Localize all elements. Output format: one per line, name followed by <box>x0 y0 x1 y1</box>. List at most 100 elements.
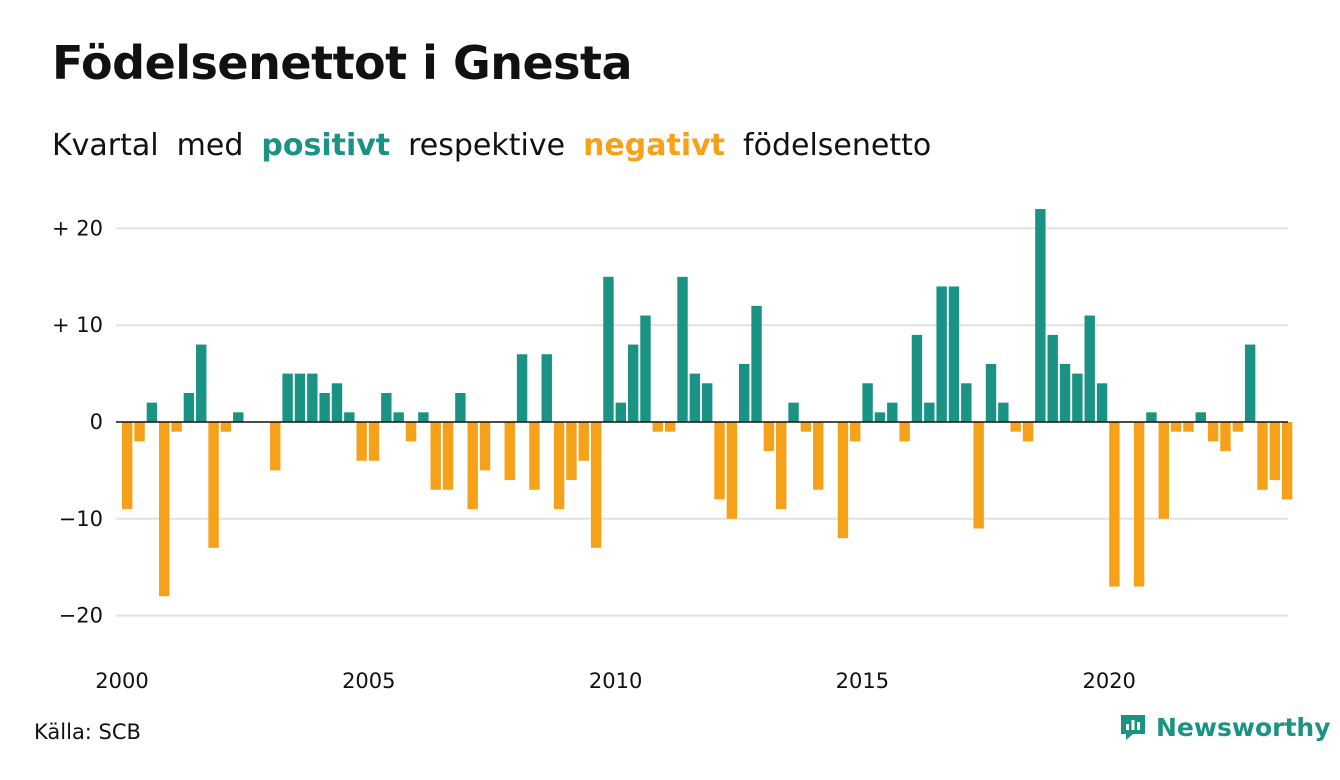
bar-2018-q2 <box>1022 422 1034 442</box>
y-tick-label: −10 <box>59 507 103 531</box>
bar-2006-q3 <box>442 422 454 490</box>
bar-2016-q3 <box>936 286 947 422</box>
bar-2013-q3 <box>788 402 799 422</box>
bar-2020-q1 <box>1109 422 1120 587</box>
bar-2021-q3 <box>1183 422 1194 432</box>
y-axis-ticks: + 20 + 10 0 −10 −20 <box>52 216 103 627</box>
bar-2010-q4 <box>652 422 664 432</box>
y-tick-label: + 10 <box>52 313 103 337</box>
bar-2015-q2 <box>874 412 886 422</box>
bar-2015-q1 <box>862 383 873 422</box>
y-tick-label: 0 <box>90 410 103 434</box>
x-tick-label: 2010 <box>589 669 642 693</box>
x-axis-ticks: 2000 2005 2010 2015 2020 <box>95 669 1136 693</box>
bar-2005-q1 <box>368 422 380 461</box>
bar-2014-q3 <box>837 422 849 539</box>
bar-2005-q2 <box>381 392 392 422</box>
chart-subtitle: Kvartal med positivt respektive negativt föde… <box>52 128 949 164</box>
chart-title: Födelsenettot i Gnesta <box>52 36 633 90</box>
y-tick-label: −20 <box>59 604 103 628</box>
bar-2011-q4 <box>701 383 713 422</box>
bar-2012-q3 <box>739 363 750 422</box>
bar-2009-q3 <box>590 422 602 548</box>
bar-2019-q3 <box>1084 315 1095 422</box>
bar-2014-q1 <box>813 422 824 490</box>
bar-2004-q4 <box>356 422 367 461</box>
source-note: Källa: SCB <box>34 720 141 744</box>
bar-2001-q2 <box>183 392 195 422</box>
bar-2001-q4 <box>208 422 219 548</box>
bar-2020-q3 <box>1133 422 1145 587</box>
bar-2022-q4 <box>1244 344 1256 422</box>
bar-2017-q4 <box>998 402 1009 422</box>
bar-2009-q1 <box>566 422 577 481</box>
subtitle-word-kvartal: Kvartal <box>52 128 159 163</box>
bar-2013-q4 <box>800 422 812 432</box>
bar-2010-q3 <box>640 315 651 422</box>
bar-2022-q3 <box>1232 422 1243 432</box>
bar-2017-q1 <box>961 383 972 422</box>
bar-2019-q2 <box>1072 373 1083 422</box>
subtitle-positive-label: positivt <box>261 128 391 163</box>
subtitle-word-respektive: respektive <box>408 128 566 163</box>
subtitle-word-fodelsenetto: födelsenetto <box>743 128 932 163</box>
bar-2011-q3 <box>689 373 701 422</box>
bar-2015-q3 <box>887 402 898 422</box>
bar-2006-q2 <box>430 422 441 490</box>
bar-2000-q4 <box>159 422 170 597</box>
bar-2017-q3 <box>985 363 997 422</box>
bar-2000-q1 <box>122 422 133 510</box>
bar-2011-q2 <box>677 276 688 422</box>
subtitle-word-med: med <box>176 128 244 163</box>
x-tick-label: 2015 <box>836 669 889 693</box>
bar-2023-q1 <box>1257 422 1268 490</box>
bar-2023-q3 <box>1281 422 1293 500</box>
bar-2019-q1 <box>1059 363 1071 422</box>
bar-2003-q1 <box>270 422 281 471</box>
bar-2010-q1 <box>615 402 626 422</box>
bar-2014-q4 <box>850 422 861 442</box>
bar-2004-q2 <box>331 383 343 422</box>
bar-2005-q3 <box>393 412 404 422</box>
bar-2018-q1 <box>1010 422 1021 432</box>
x-tick-label: 2005 <box>342 669 395 693</box>
bar-2016-q1 <box>911 334 923 422</box>
bar-2007-q1 <box>467 422 478 510</box>
bar-2003-q3 <box>294 373 306 422</box>
bar-2021-q2 <box>1170 422 1182 432</box>
bar-2021-q4 <box>1195 412 1206 422</box>
bar-2007-q4 <box>504 422 515 481</box>
bar-2000-q3 <box>146 402 158 422</box>
bar-2007-q2 <box>479 422 491 471</box>
bar-2000-q2 <box>134 422 145 442</box>
bar-2022-q1 <box>1207 422 1219 442</box>
bar-2013-q2 <box>776 422 787 510</box>
bar-2011-q1 <box>664 422 676 432</box>
bar-2008-q4 <box>553 422 565 510</box>
bar-2019-q4 <box>1096 383 1108 422</box>
newsworthy-chart-icon <box>1121 715 1145 740</box>
bar-2020-q4 <box>1146 412 1157 422</box>
bar-2012-q1 <box>714 422 725 500</box>
bar-2003-q2 <box>282 373 293 422</box>
bar-2022-q2 <box>1220 422 1231 452</box>
bar-2021-q1 <box>1158 422 1169 519</box>
bar-2004-q1 <box>319 392 330 422</box>
bar-2008-q2 <box>529 422 540 490</box>
bars <box>122 209 1293 597</box>
bar-2016-q4 <box>948 286 960 422</box>
bar-2006-q4 <box>455 392 466 422</box>
bar-2008-q1 <box>516 354 528 422</box>
bar-2018-q3 <box>1035 209 1046 422</box>
bar-2018-q4 <box>1047 334 1058 422</box>
bar-2012-q2 <box>726 422 738 519</box>
bar-2009-q2 <box>578 422 589 461</box>
bar-2001-q1 <box>171 422 182 432</box>
bar-2008-q3 <box>541 354 552 422</box>
bar-2010-q2 <box>627 344 639 422</box>
bar-2015-q4 <box>899 422 910 442</box>
bar-2004-q3 <box>344 412 355 422</box>
bar-2012-q4 <box>751 305 762 422</box>
bar-2002-q1 <box>220 422 232 432</box>
